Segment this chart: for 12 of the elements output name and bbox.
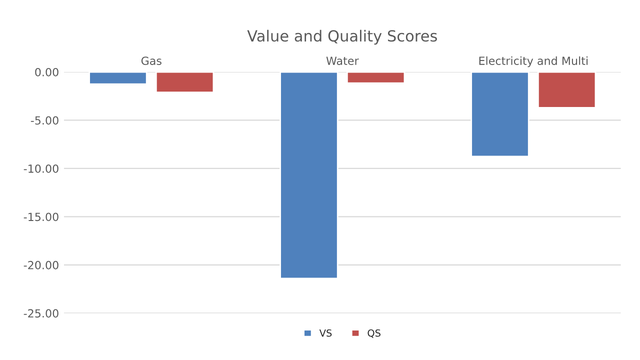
x-tick-label: Electricity and Multi	[479, 56, 588, 68]
y-tick-label: 0.00	[35, 68, 58, 76]
y-tick-label: -5.00	[30, 116, 58, 125]
y-tick-label: -20.00	[24, 260, 58, 270]
legend-label: VS	[319, 329, 332, 337]
x-tick-label: Gas	[141, 56, 162, 65]
y-tick-label: -10.00	[24, 164, 58, 173]
x-tick-label: Water	[326, 56, 359, 65]
legend-label: QS	[368, 329, 380, 338]
y-tick-label: -25.00	[24, 309, 58, 318]
y-tick-label: -15.00	[24, 212, 58, 222]
chart-title: Value and Quality Scores	[247, 30, 437, 45]
